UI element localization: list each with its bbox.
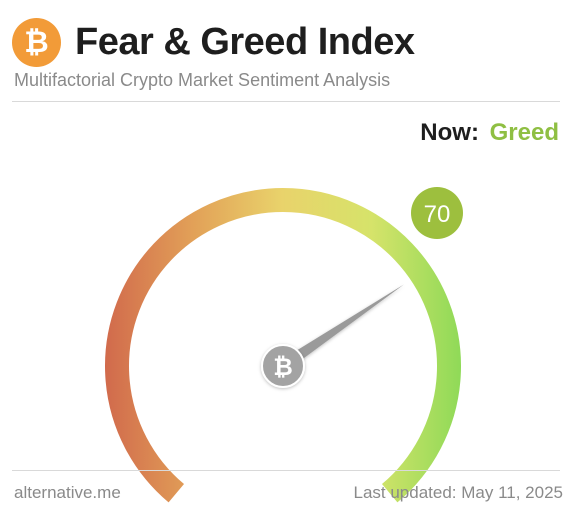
gauge-value: 70	[424, 201, 451, 228]
last-updated: Last updated: May 11, 2025	[353, 483, 563, 502]
now-value: Greed	[489, 119, 559, 146]
header: ₿ Fear & Greed Index	[12, 18, 415, 67]
page-title: Fear & Greed Index	[75, 21, 415, 63]
gauge-needle	[279, 284, 404, 371]
bitcoin-logo-icon: ₿	[12, 18, 61, 67]
page-subtitle: Multifactorial Crypto Market Sentiment A…	[14, 70, 391, 90]
source-link[interactable]: alternative.me	[14, 483, 121, 502]
gauge-value-badge	[411, 187, 463, 239]
gauge-arc	[105, 188, 461, 503]
bitcoin-hub-icon: ₿	[273, 353, 293, 381]
header-divider	[12, 101, 560, 102]
gauge-hub	[261, 344, 305, 388]
current-sentiment: Now: Greed	[420, 119, 559, 147]
now-label: Now:	[420, 119, 479, 146]
footer-divider	[12, 470, 560, 471]
